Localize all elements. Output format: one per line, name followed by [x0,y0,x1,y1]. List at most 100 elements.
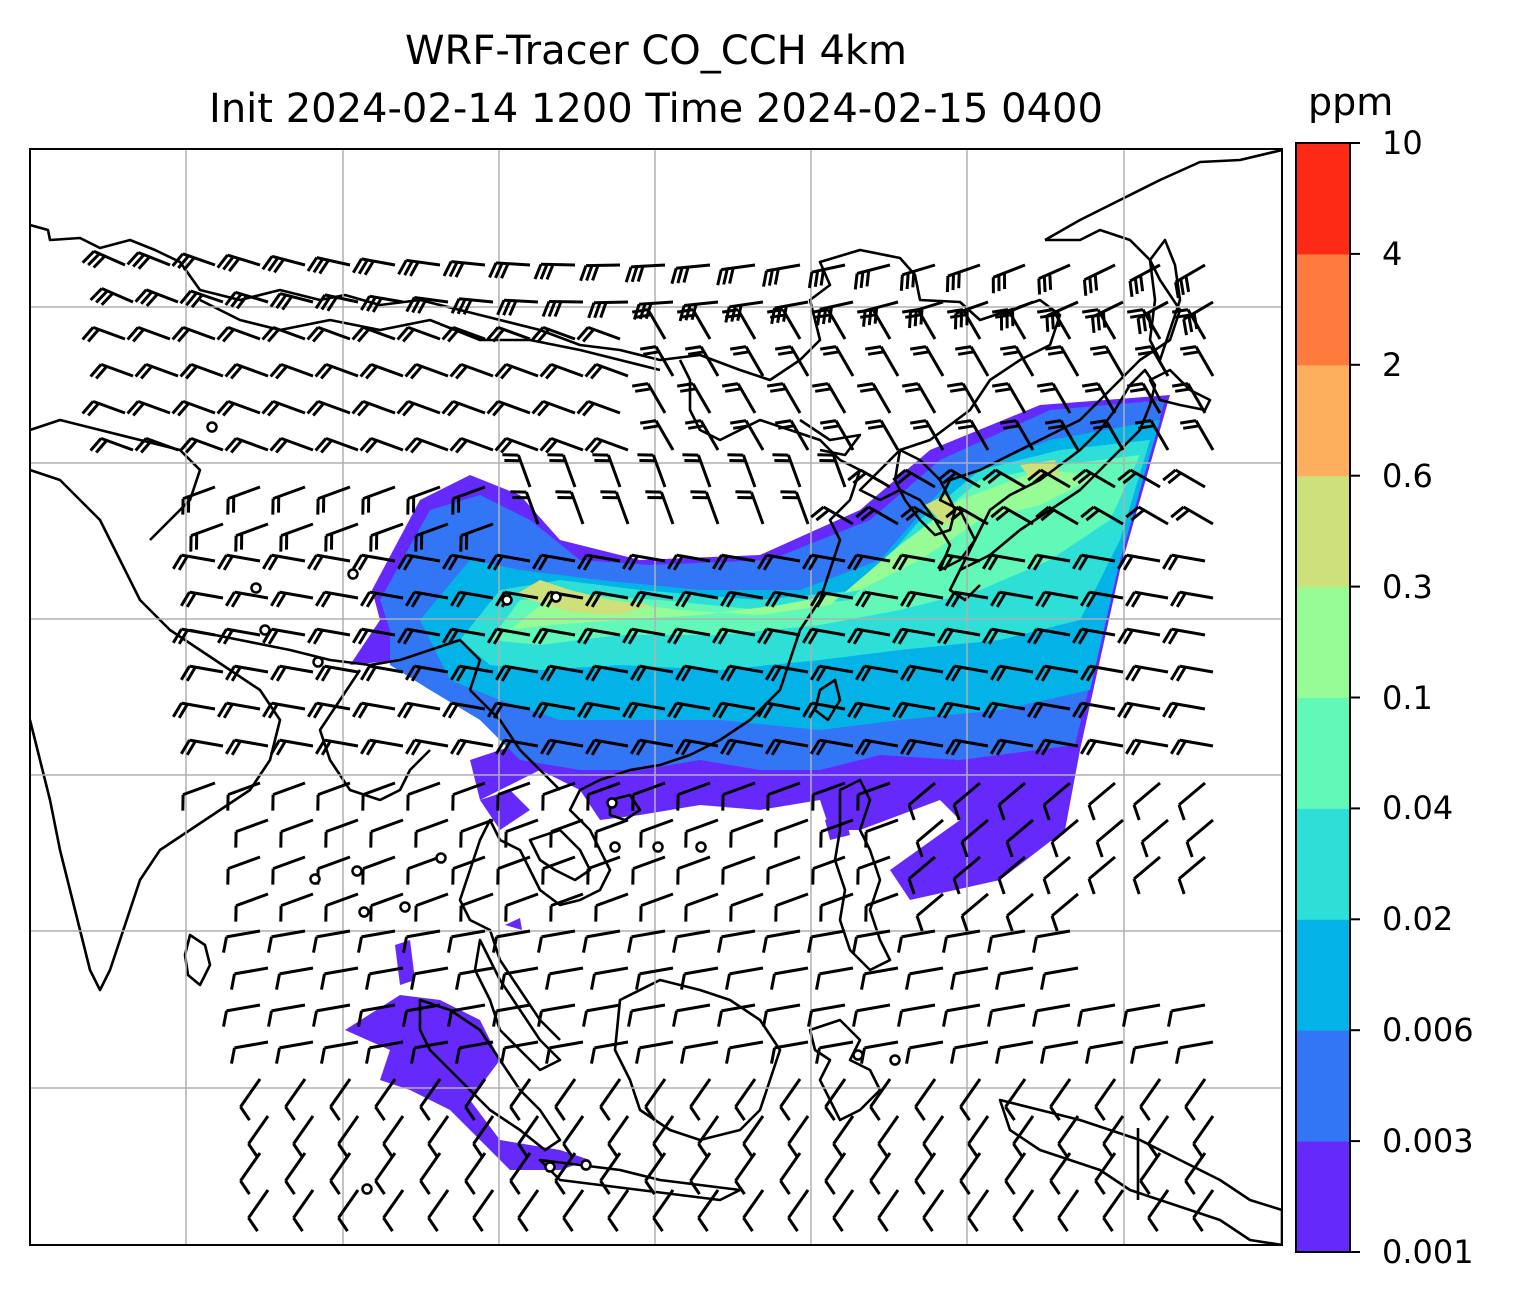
wind-calm-circle [609,841,621,853]
wind-barb-feather [537,703,549,719]
wind-barb-feather [855,591,866,607]
wind-barb-shaft [415,892,449,908]
wind-barb-feather [1182,424,1200,430]
coastline-shandong [799,418,862,457]
wind-barb-feather [824,1106,836,1121]
coastline-china-east [629,359,862,772]
wind-barb-feather [500,666,512,682]
wind-barb-feather [937,702,948,718]
wind-barb-shaft [247,1115,270,1145]
wind-barb-feather [230,666,242,682]
wind-barb-shaft [1094,1078,1117,1108]
wind-barb-feather [680,666,692,682]
wind-barb-shaft [820,818,854,834]
wind-barb-feather [864,345,882,351]
wind-barb-shaft [382,1189,405,1219]
wind-barb-feather [905,1047,911,1064]
wind-barb-feather [999,345,1017,351]
wind-barb-feather [539,437,553,452]
wind-barb-shaft [1057,1115,1080,1145]
wind-barb-feather [697,1217,709,1232]
wind-barb-feather [937,554,948,570]
wind-barb-feather [262,702,273,718]
wind-barb-feather [770,666,782,682]
wind-barb-feather [404,363,418,378]
wind-barb-feather [721,382,739,388]
wind-barb-feather [306,326,320,341]
wind-barb-shaft [451,1003,486,1013]
wind-barb-feather [860,508,875,522]
wind-barb-shaft [550,892,584,908]
wind-barb-shaft [272,855,306,871]
wind-barb-feather [545,365,558,380]
wind-barb-feather [320,1047,326,1064]
wind-barb-shaft [452,855,486,871]
wind-barb-shaft [554,1078,577,1108]
wind-barb-feather [725,740,737,756]
wind-barb-feather [267,402,280,417]
wind-barb-shaft [407,781,441,797]
wind-barb-feather [991,382,1009,388]
wind-barb-feather [687,350,705,356]
wind-barb-shaft [877,1189,900,1219]
wind-barb-shaft [587,781,621,797]
wind-barb-feather [230,439,243,454]
wind-barb-shaft [908,781,936,807]
wind-barb-feather [427,1217,439,1232]
wind-barb-feather [222,936,228,953]
coastline-japan [958,368,1157,572]
wind-barb-feather [405,665,416,681]
wind-barb-feather [455,592,467,608]
wind-barb-feather [132,253,146,268]
wind-barb-shaft [820,892,854,908]
wind-barb-shaft [1102,1189,1125,1219]
wind-barb-feather [1174,387,1192,393]
wind-barb-feather [1132,804,1141,821]
coastline-gulf-thailand [528,828,592,882]
wind-barb-feather [585,665,596,681]
wind-barb-feather [1040,740,1052,756]
wind-barb-feather [95,289,109,304]
wind-barb-feather [847,554,858,570]
wind-barb-feather [676,267,684,284]
wind-barb-feather [1057,1143,1069,1158]
wind-barb-feather [531,400,545,415]
wind-barb-shaft [316,929,351,939]
wind-barb-feather [492,629,504,645]
wind-barb-feather [672,555,684,571]
wind-barb-feather [222,703,234,719]
colorbar [1295,142,1360,1253]
wind-barb-feather [680,973,686,990]
wind-barb-feather [905,592,917,608]
wind-barb-feather [532,554,543,570]
wind-barb-feather [815,666,827,682]
wind-barb-feather [1122,629,1134,645]
wind-barb-feather [627,555,639,571]
wind-barb-feather [419,1106,431,1121]
wind-barb-feather [725,592,737,608]
wind-barb-feather [779,1106,791,1121]
wind-barb-feather [680,1047,686,1064]
coastline-sakhalin [1148,238,1182,362]
wind-barb-feather [1080,665,1091,681]
wind-barb-feather [859,387,877,393]
wind-barb-feather [500,740,512,756]
wind-barb-feather [1162,468,1177,482]
wind-barb-feather [261,326,275,341]
wind-barb-feather [487,702,498,718]
wind-barb-feather [689,1180,701,1195]
plume-patch-1 [395,940,415,985]
wind-barb-feather [1167,1010,1173,1027]
wind-barb-feather [675,739,686,755]
wind-barb-feather [911,271,916,288]
wind-barb-feather [675,591,686,607]
wind-barb-feather [224,437,238,452]
wind-barb-feather [545,263,555,280]
wind-barb-feather [447,402,460,417]
wind-barb-feather [495,665,506,681]
wind-barb-feather [590,592,602,608]
wind-barb-shaft [517,1115,540,1145]
wind-barb-feather [622,702,633,718]
wind-barb-feather [639,419,657,425]
wind-barb-feather [1187,316,1194,333]
